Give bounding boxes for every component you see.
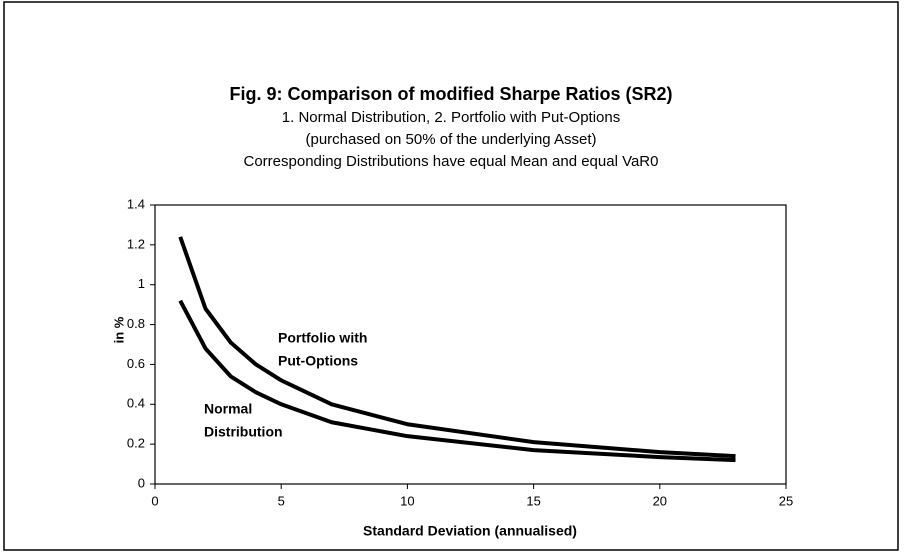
subtitle: (purchased on 50% of the underlying Asse… xyxy=(305,131,596,148)
y-tick-label: 0.2 xyxy=(127,436,145,451)
x-tick-label: 5 xyxy=(278,493,285,508)
y-tick-label: 0 xyxy=(138,475,145,490)
y-tick-label: 0.4 xyxy=(127,396,145,411)
y-axis-label: in % xyxy=(111,316,126,343)
chart-title: Fig. 9: Comparison of modified Sharpe Ra… xyxy=(229,84,672,104)
y-tick-label: 1.4 xyxy=(127,196,145,211)
subtitle: 1. Normal Distribution, 2. Portfolio wit… xyxy=(282,109,620,126)
x-tick-label: 25 xyxy=(779,493,793,508)
y-tick-label: 1 xyxy=(138,276,145,291)
x-axis-label: Standard Deviation (annualised) xyxy=(363,523,577,539)
annotation: Distribution xyxy=(204,424,283,440)
y-tick-label: 0.6 xyxy=(127,356,145,371)
annotation: Put-Options xyxy=(278,353,358,369)
x-tick-label: 0 xyxy=(151,493,158,508)
annotation: Normal xyxy=(204,401,252,417)
subtitle: Corresponding Distributions have equal M… xyxy=(244,153,659,170)
series-line xyxy=(178,236,736,459)
series-line xyxy=(178,299,736,463)
y-tick-label: 0.8 xyxy=(127,316,145,331)
plot-frame xyxy=(154,204,787,485)
x-tick-label: 10 xyxy=(400,493,414,508)
x-tick-label: 20 xyxy=(653,493,667,508)
y-tick-label: 1.2 xyxy=(127,236,145,251)
annotation: Portfolio with xyxy=(278,330,367,346)
x-tick-label: 15 xyxy=(526,493,540,508)
figure-frame xyxy=(3,1,899,551)
